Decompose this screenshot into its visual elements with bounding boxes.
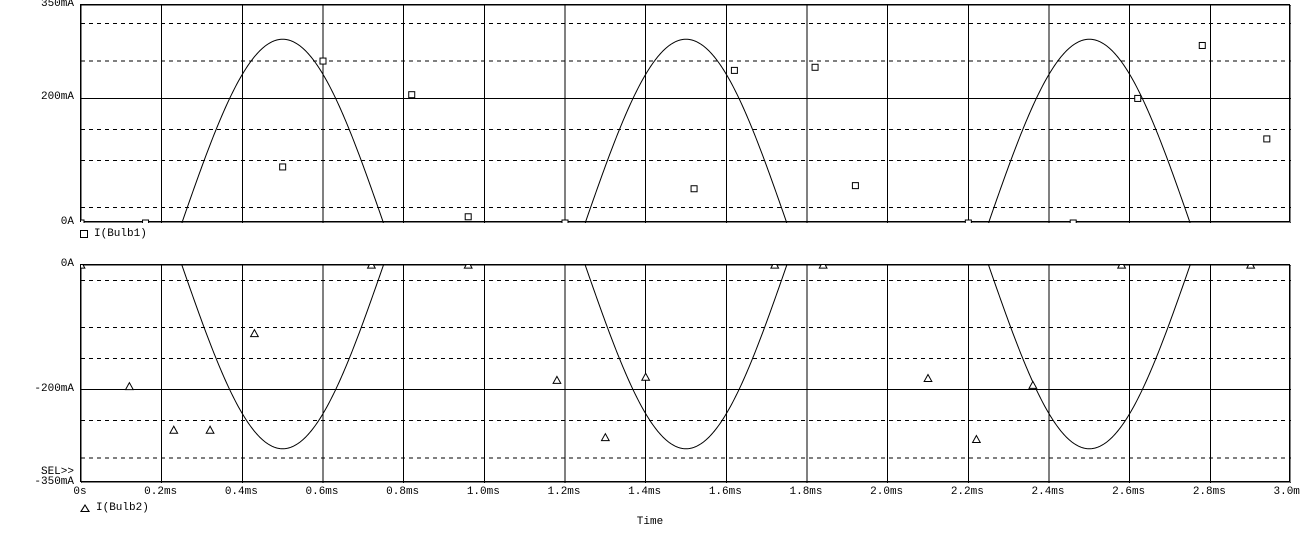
triangle-marker-icon: [80, 504, 90, 512]
xtick-label: 3.0ms: [1273, 482, 1300, 498]
xtick-label: 2.0ms: [870, 482, 903, 498]
xtick-label: 1.6ms: [709, 482, 742, 498]
xtick-label: 0.2ms: [144, 482, 177, 498]
ytick-label: 200mA: [41, 91, 80, 103]
xtick-label: 0.4ms: [225, 482, 258, 498]
xtick-label: 1.8ms: [789, 482, 822, 498]
xtick-label: 0.6ms: [305, 482, 338, 498]
xtick-label: 2.6ms: [1112, 482, 1145, 498]
xaxis-title: Time: [637, 516, 663, 528]
panel-bottom: 0A-350mA-200mASEL>>0s0.2ms0.4ms0.6ms0.8m…: [80, 264, 1290, 482]
chart-svg-top: [81, 5, 1291, 223]
plot-area-bottom[interactable]: [80, 264, 1290, 482]
legend-bottom[interactable]: I(Bulb2): [80, 502, 149, 514]
ytick-label: 0A: [61, 258, 80, 270]
xtick-label: 2.4ms: [1031, 482, 1064, 498]
plot-area-top[interactable]: [80, 4, 1290, 222]
square-marker-icon: [80, 230, 88, 238]
ytick-label: 350mA: [41, 0, 80, 10]
spice-waveform-viewer: 0A200mA350mA I(Bulb1) 0A-350mA-200mASEL>…: [0, 0, 1300, 536]
xtick-label: 0.8ms: [386, 482, 419, 498]
xtick-label: 1.0ms: [467, 482, 500, 498]
legend-top[interactable]: I(Bulb1): [80, 228, 147, 240]
chart-svg-bottom: [81, 265, 1291, 483]
ytick-label: -200mA: [34, 383, 80, 395]
xtick-label: 1.4ms: [628, 482, 661, 498]
xtick-label: 1.2ms: [547, 482, 580, 498]
xtick-label: 0s: [73, 482, 86, 498]
xtick-label: 2.2ms: [951, 482, 984, 498]
panel-top: 0A200mA350mA: [80, 4, 1290, 222]
sel-indicator: SEL>>: [41, 466, 80, 478]
xtick-label: 2.8ms: [1193, 482, 1226, 498]
ytick-label: 0A: [61, 216, 80, 228]
legend-label-bottom: I(Bulb2): [96, 502, 149, 514]
legend-label-top: I(Bulb1): [94, 228, 147, 240]
